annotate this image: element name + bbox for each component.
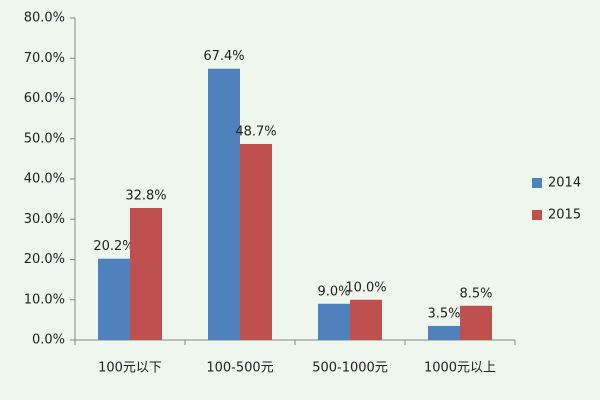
y-tick-label: 60.0% bbox=[24, 91, 65, 106]
y-tick-label: 0.0% bbox=[32, 333, 65, 348]
bar bbox=[208, 68, 240, 340]
legend-label: 2015 bbox=[548, 208, 581, 223]
y-tick-label: 50.0% bbox=[24, 131, 65, 146]
value-label: 48.7% bbox=[235, 124, 276, 139]
y-tick-label: 20.0% bbox=[24, 252, 65, 267]
x-tick-label: 100元以下 bbox=[98, 361, 162, 376]
x-tick-label: 500-1000元 bbox=[312, 361, 388, 376]
value-label: 10.0% bbox=[345, 280, 386, 295]
bar bbox=[318, 303, 350, 340]
value-label: 8.5% bbox=[459, 286, 492, 301]
bar bbox=[240, 143, 272, 340]
y-tick-label: 80.0% bbox=[24, 11, 65, 26]
y-tick-label: 70.0% bbox=[24, 51, 65, 66]
legend-swatch bbox=[532, 178, 542, 188]
x-tick-label: 100-500元 bbox=[206, 361, 273, 376]
y-tick-label: 30.0% bbox=[24, 212, 65, 227]
bar bbox=[350, 299, 382, 340]
x-tick-label: 1000元以上 bbox=[424, 361, 496, 376]
bar bbox=[130, 207, 162, 340]
legend-label: 2014 bbox=[548, 176, 581, 191]
value-label: 9.0% bbox=[317, 284, 350, 299]
y-tick-label: 10.0% bbox=[24, 292, 65, 307]
value-label: 3.5% bbox=[427, 306, 460, 321]
y-tick-label: 40.0% bbox=[24, 172, 65, 187]
value-label: 32.8% bbox=[125, 188, 166, 203]
bar bbox=[428, 325, 460, 340]
bar bbox=[98, 258, 130, 340]
value-label: 67.4% bbox=[203, 49, 244, 64]
bar bbox=[460, 305, 492, 340]
value-label: 20.2% bbox=[93, 239, 134, 254]
legend-swatch bbox=[532, 210, 542, 220]
